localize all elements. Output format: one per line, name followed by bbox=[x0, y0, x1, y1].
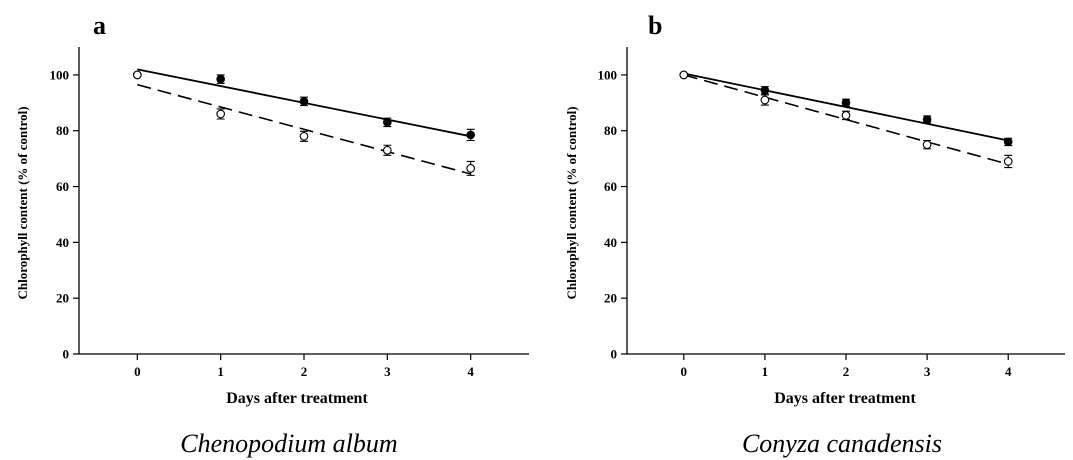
panel-a-y-tick-label-3: 60 bbox=[56, 179, 69, 194]
panel-b-point-filled-2 bbox=[841, 98, 851, 108]
panel-b-x-tick-label-0: 0 bbox=[681, 364, 688, 379]
panel-a-point-open-4 bbox=[466, 164, 476, 173]
panel-a-x-tick-label-3: 3 bbox=[384, 364, 391, 379]
panel-a-y-tick-label-4: 80 bbox=[56, 123, 69, 138]
panel-a-fit-line-open bbox=[137, 83, 471, 175]
panel-a-label: a bbox=[93, 11, 106, 40]
panel-b-label: b bbox=[648, 11, 662, 40]
panel-b-y-tick-label-5: 100 bbox=[598, 67, 618, 82]
panel-b: b Chlorophyll content (% of control) Day… bbox=[564, 11, 1065, 458]
panel-b-point-open-4 bbox=[1003, 157, 1013, 166]
panel-b-x-tick-label-1: 1 bbox=[762, 364, 769, 379]
panel-a-point-open-1 bbox=[216, 109, 226, 119]
panel-b-plot-area: 0 20 40 60 80 100 0 1 2 3 4 bbox=[598, 47, 1065, 379]
panel-b-y-axis-title: Chlorophyll content (% of control) bbox=[564, 106, 579, 299]
panel-a-point-open-2 bbox=[299, 131, 309, 141]
panel-a-point-filled-1 bbox=[216, 74, 225, 84]
panel-b-point-filled-3 bbox=[922, 115, 932, 124]
panel-a-y-axis-title: Chlorophyll content (% of control) bbox=[15, 106, 30, 299]
panel-a-point-open-3 bbox=[382, 145, 392, 155]
panel-a-caption: Chenopodium album bbox=[180, 429, 397, 458]
panel-a-x-tick-label-2: 2 bbox=[301, 364, 308, 379]
panel-a-axes bbox=[78, 47, 529, 355]
panel-a-x-tick-label-1: 1 bbox=[217, 364, 224, 379]
panel-a-plot-area: 0 20 40 60 80 100 0 1 2 3 4 bbox=[50, 47, 529, 379]
panel-b-y-tick-label-3: 60 bbox=[604, 179, 617, 194]
panel-b-x-axis-title: Days after treatment bbox=[774, 390, 916, 407]
panel-a-y-tick-label-1: 20 bbox=[56, 291, 69, 306]
panel-b-point-open-3 bbox=[922, 140, 932, 150]
panel-b-y-tick-label-2: 40 bbox=[604, 235, 617, 250]
panel-b-y-tick-label-1: 20 bbox=[604, 291, 617, 306]
panel-a-y-tick-label-0: 0 bbox=[63, 347, 70, 362]
panel-b-y-tick-label-0: 0 bbox=[611, 347, 618, 362]
panel-a-point-filled-4 bbox=[466, 130, 475, 140]
panel-b-y-tick-label-4: 80 bbox=[604, 123, 617, 138]
panel-b-point-filled-4 bbox=[1003, 137, 1013, 147]
panel-a-x-tick-label-4: 4 bbox=[467, 364, 474, 379]
panel-b-x-tick-label-2: 2 bbox=[843, 364, 850, 379]
panel-b-x-tick-label-3: 3 bbox=[924, 364, 931, 379]
panel-a-point-open-0 bbox=[132, 70, 142, 80]
panel-b-point-open-2 bbox=[841, 111, 851, 120]
panel-a-point-filled-3 bbox=[383, 118, 392, 127]
panel-b-point-open-1 bbox=[760, 95, 770, 105]
panel-b-axes bbox=[626, 47, 1065, 355]
panel-a-x-axis-title: Days after treatment bbox=[226, 390, 368, 407]
panel-b-point-open-0 bbox=[679, 70, 689, 80]
panel-a: a Chlorophyll content (% of control) Day… bbox=[15, 11, 529, 458]
panel-a-y-tick-label-2: 40 bbox=[56, 235, 69, 250]
panel-b-point-filled-1 bbox=[760, 85, 770, 95]
panel-a-y-tick-label-5: 100 bbox=[50, 67, 70, 82]
panel-b-x-tick-label-4: 4 bbox=[1005, 364, 1012, 379]
panel-a-x-tick-label-0: 0 bbox=[134, 364, 141, 379]
panel-a-point-filled-2 bbox=[299, 97, 309, 106]
panel-b-caption: Conyza canadensis bbox=[742, 429, 942, 458]
